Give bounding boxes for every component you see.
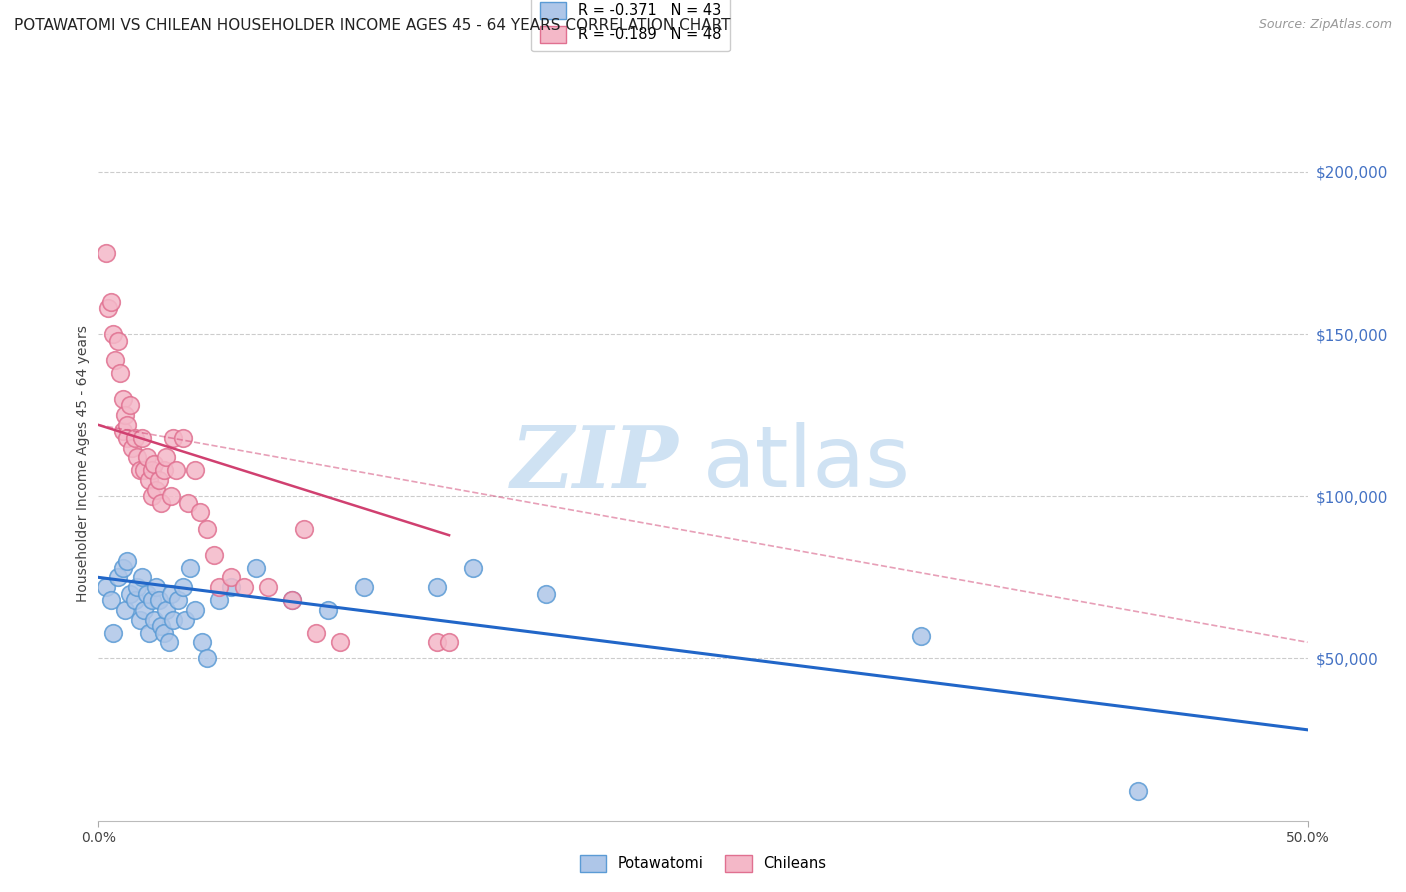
Legend: Potawatomi, Chileans: Potawatomi, Chileans [574, 849, 832, 878]
Point [145, 483, 167, 497]
Point [111, 425, 134, 439]
Point [127, 580, 149, 594]
Point [195, 651, 218, 665]
Text: ZIP: ZIP [510, 422, 679, 506]
Point [152, 625, 174, 640]
Point [160, 489, 183, 503]
Point [104, 353, 127, 368]
Point [148, 473, 170, 487]
Point [134, 463, 156, 477]
Point [184, 603, 207, 617]
Point [128, 463, 150, 477]
Point [100, 593, 122, 607]
Point [155, 450, 177, 465]
Point [191, 635, 214, 649]
Text: atlas: atlas [703, 422, 911, 506]
Point [1128, 784, 1150, 798]
Point [117, 417, 139, 432]
Point [353, 580, 375, 594]
Point [281, 593, 304, 607]
Point [118, 399, 141, 413]
Point [162, 613, 184, 627]
Point [316, 603, 339, 617]
Point [281, 593, 304, 607]
Point [107, 570, 129, 584]
Point [114, 603, 136, 617]
Point [426, 580, 449, 594]
Point [208, 593, 231, 607]
Point [305, 625, 328, 640]
Point [114, 408, 136, 422]
Point [107, 334, 129, 348]
Point [100, 294, 122, 309]
Point [208, 580, 231, 594]
Point [141, 593, 163, 607]
Point [138, 625, 160, 640]
Point [141, 463, 163, 477]
Point [245, 560, 267, 574]
Point [111, 560, 134, 574]
Point [232, 580, 254, 594]
Point [157, 635, 180, 649]
Point [134, 603, 156, 617]
Point [143, 613, 166, 627]
Point [108, 366, 131, 380]
Point [141, 489, 163, 503]
Point [162, 431, 184, 445]
Point [910, 629, 932, 643]
Point [195, 522, 218, 536]
Point [534, 586, 557, 600]
Point [184, 463, 207, 477]
Point [124, 593, 146, 607]
Point [131, 570, 153, 584]
Point [221, 570, 243, 584]
Point [204, 548, 226, 562]
Point [143, 457, 166, 471]
Point [329, 635, 352, 649]
Point [188, 506, 211, 520]
Point [101, 327, 124, 342]
Point [256, 580, 278, 594]
Point [128, 613, 150, 627]
Point [127, 450, 149, 465]
Point [179, 560, 201, 574]
Text: POTAWATOMI VS CHILEAN HOUSEHOLDER INCOME AGES 45 - 64 YEARS CORRELATION CHART: POTAWATOMI VS CHILEAN HOUSEHOLDER INCOME… [14, 18, 731, 33]
Point [118, 586, 141, 600]
Point [292, 522, 315, 536]
Point [135, 586, 157, 600]
Text: Source: ZipAtlas.com: Source: ZipAtlas.com [1258, 18, 1392, 31]
Point [174, 613, 197, 627]
Point [221, 580, 243, 594]
Point [167, 593, 190, 607]
Point [124, 431, 146, 445]
Point [138, 473, 160, 487]
Point [117, 431, 139, 445]
Point [150, 496, 173, 510]
Point [121, 441, 143, 455]
Y-axis label: Householder Income Ages 45 - 64 years: Householder Income Ages 45 - 64 years [76, 326, 90, 602]
Point [145, 580, 167, 594]
Point [94, 580, 117, 594]
Point [97, 301, 120, 315]
Point [111, 392, 134, 406]
Point [155, 603, 177, 617]
Point [165, 463, 187, 477]
Point [101, 625, 124, 640]
Point [94, 246, 117, 260]
Point [131, 431, 153, 445]
Point [426, 635, 449, 649]
Point [135, 450, 157, 465]
Point [177, 496, 200, 510]
Point [172, 431, 194, 445]
Point [172, 580, 194, 594]
Point [117, 554, 139, 568]
Point [463, 560, 485, 574]
Point [148, 593, 170, 607]
Point [150, 619, 173, 633]
Point [437, 635, 460, 649]
Point [160, 586, 183, 600]
Point [152, 463, 174, 477]
